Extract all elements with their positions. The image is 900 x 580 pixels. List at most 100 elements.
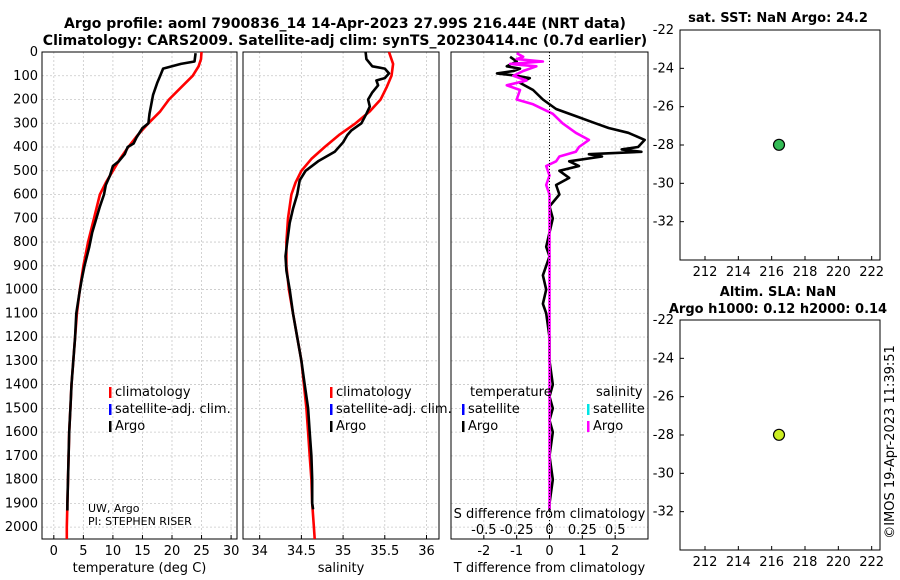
sla_map-xtick-label: 212	[693, 555, 718, 570]
sst_map-xtick-label: 220	[826, 265, 851, 280]
legend-argo-swatch	[109, 421, 112, 432]
sla_map-xtick-label: 222	[859, 555, 884, 570]
legend-climatology-swatch	[330, 387, 333, 398]
sla_map-xtick-label: 220	[826, 555, 851, 570]
salinity-diff-tick-label: -0.5	[471, 523, 496, 538]
sst-map-title: sat. SST: NaN Argo: 24.2	[688, 11, 868, 26]
legend-satellite-swatch	[109, 404, 112, 415]
legend-sal-satellite-swatch	[587, 404, 590, 415]
temperature-panel: 0 5 10 15 20 25 300100200300400500600700800900…	[5, 45, 239, 576]
depth-tick-label: 400	[13, 140, 38, 155]
sst_map-panel: 212 214 216 218 220 222 -22 -24 -26 -28 -30 -32 sat.…	[653, 11, 884, 280]
sst_map-argo-marker	[772, 138, 786, 151]
salinity-xtick-label: 35.5	[370, 544, 399, 559]
depth-tick-label: 1000	[5, 283, 38, 298]
legend-temp-satellite-swatch	[462, 404, 465, 415]
sst_map-ytick-label: -30	[653, 176, 674, 191]
salinity-diff-tick-label: 0.25	[568, 523, 597, 538]
temperature-legend: climatology satellite-adj. clim. Argo	[109, 385, 231, 434]
sla_map-ytick-label: -30	[653, 466, 674, 481]
title-line1: Argo profile: aoml 7900836_14 14-Apr-202…	[64, 16, 626, 32]
temperature-xlabel: temperature (deg C)	[73, 561, 207, 576]
depth-tick-label: 1700	[5, 449, 38, 464]
legend-climatology-swatch	[109, 387, 112, 398]
sla_map-panel: 212 214 216 218 220 222 -22 -24 -26 -28 -30 -32 Alti…	[653, 285, 887, 570]
legend-sal-satellite-label: satellite	[593, 402, 645, 417]
imos-timestamp: ©IMOS 19-Apr-2023 11:39:51	[883, 345, 898, 539]
difference-panel: -2 -1 0 1 2 T difference from climatology -0.5…	[450, 51, 649, 576]
depth-tick-label: 200	[13, 93, 38, 108]
salinity-xtick-label: 35	[335, 544, 352, 559]
salinity-climatology-line	[285, 51, 395, 540]
difference-xlabel: T difference from climatology	[453, 561, 646, 576]
sst_map-xtick-label: 222	[859, 265, 884, 280]
sst_map-ytick-label: -32	[653, 215, 674, 230]
temperature-xtick-label: 5	[79, 544, 87, 559]
salinity-argo-line	[284, 51, 391, 510]
depth-tick-label: 1800	[5, 473, 38, 488]
temperature-argo-line	[66, 53, 197, 511]
difference-xtick-label: 0	[545, 544, 553, 559]
depth-tick-label: 700	[13, 211, 38, 226]
sst_map-xtick-label: 216	[759, 265, 784, 280]
sst_map-xtick-label: 212	[693, 265, 718, 280]
depth-tick-label: 1500	[5, 401, 38, 416]
temperature-xtick-label: 10	[105, 544, 122, 559]
legend-sal-argo-swatch	[587, 421, 590, 432]
sla_map-ytick-label: -28	[653, 428, 674, 443]
legend-satellite-swatch	[330, 404, 333, 415]
salinity-diff-tick-label: 0	[545, 523, 553, 538]
sst_map-xtick-label: 214	[726, 265, 751, 280]
legend-satellite-label: satellite-adj. clim.	[336, 402, 452, 417]
legend-argo-swatch	[330, 421, 333, 432]
salinity-diff-tick-label: -0.25	[500, 523, 534, 538]
legend-temperature-heading: temperature	[470, 385, 552, 400]
salinity-xtick-label: 34	[251, 544, 268, 559]
float-info-line1: UW, Argo	[88, 502, 140, 515]
temperature-xtick-label: 20	[164, 544, 181, 559]
sla_map-ytick-label: -22	[653, 313, 674, 328]
depth-tick-label: 300	[13, 116, 38, 131]
difference-temperature-argo-line	[495, 55, 647, 511]
legend-sal-argo-label: Argo	[593, 419, 623, 434]
difference-xtick-label: -2	[477, 544, 490, 559]
difference-salinity-argo-line	[505, 52, 591, 510]
depth-tick-label: 1600	[5, 425, 38, 440]
salinity-legend: climatology satellite-adj. clim. Argo	[330, 385, 452, 434]
salinity-panel: 34 34.5 35 35.5 36 salinity climatology satelli…	[242, 51, 452, 576]
sst_map-xtick-label: 218	[793, 265, 818, 280]
legend-satellite-label: satellite-adj. clim.	[115, 402, 231, 417]
temperature-xtick-label: 25	[193, 544, 210, 559]
salinity-xtick-label: 34.5	[287, 544, 316, 559]
legend-temp-argo-label: Argo	[468, 419, 498, 434]
sla_map-argo-marker	[772, 428, 786, 441]
temperature-xtick-label: 30	[223, 544, 240, 559]
salinity-xtick-label: 36	[418, 544, 435, 559]
depth-tick-label: 1900	[5, 496, 38, 511]
temperature-xtick-label: 15	[134, 544, 151, 559]
difference-xtick-label: 1	[578, 544, 586, 559]
depth-tick-label: 100	[13, 69, 38, 84]
depth-tick-label: 600	[13, 188, 38, 203]
temperature-frame	[41, 51, 238, 540]
temperature-xtick-label: 0	[50, 544, 58, 559]
salinity-xlabel: salinity	[318, 561, 365, 576]
sla_map-xtick-label: 218	[793, 555, 818, 570]
depth-tick-label: 1100	[5, 306, 38, 321]
sla_map-xtick-label: 214	[726, 555, 751, 570]
depth-tick-label: 2000	[5, 520, 38, 535]
sla_map-ytick-label: -32	[653, 505, 674, 520]
sst_map-ytick-label: -22	[653, 23, 674, 38]
difference-xtick-label: 2	[611, 544, 619, 559]
legend-temp-argo-swatch	[462, 421, 465, 432]
sla_map-ytick-label: -26	[653, 390, 674, 405]
sla_map-ytick-label: -24	[653, 351, 674, 366]
legend-argo-label: Argo	[115, 419, 145, 434]
sla-map-title: Altim. SLA: NaN	[720, 285, 836, 300]
salinity-frame	[242, 51, 440, 540]
sla-map-title2: Argo h1000: 0.12 h2000: 0.14	[669, 302, 887, 317]
temperature-climatology-line	[65, 51, 203, 539]
depth-tick-label: 0	[30, 45, 38, 60]
depth-tick-label: 800	[13, 235, 38, 250]
